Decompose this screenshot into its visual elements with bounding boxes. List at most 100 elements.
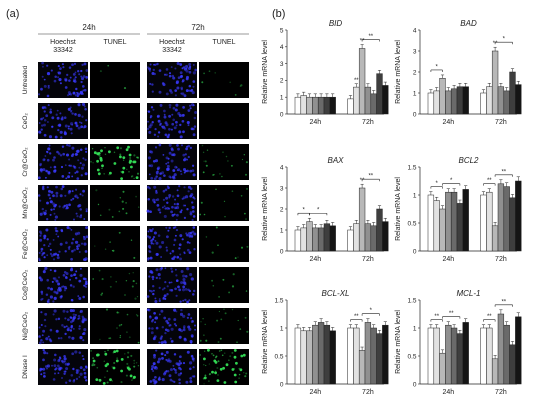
nucleus [185,195,189,199]
nucleus [176,194,180,198]
nucleus [154,63,157,67]
y-axis-label: Relative mRNA level [395,177,402,241]
nucleus [192,80,196,83]
significance-mark: * [436,64,439,70]
nucleus [177,285,180,289]
nucleus [182,285,186,289]
nucleus [60,285,64,289]
nucleus [175,310,178,313]
y-tick-label: 4 [280,44,284,51]
nucleus [171,257,174,260]
nucleus [183,186,186,189]
nucleus [166,359,170,363]
tunel-spot [128,158,131,161]
nucleus [44,176,47,179]
nucleus [56,253,60,257]
nucleus [85,235,89,239]
nucleus [184,283,187,286]
nucleus [49,252,52,255]
tunel-spot [99,214,102,217]
nucleus [66,328,70,332]
nucleus [74,314,77,316]
nucleus [45,228,49,232]
nucleus [40,292,44,295]
nucleus [53,269,57,273]
nucleus [167,317,171,321]
nucleus [70,267,73,270]
nucleus [78,376,81,378]
significance-mark: ** [487,314,492,320]
nucleus [191,320,194,323]
nucleus [191,169,195,172]
nucleus [53,165,57,169]
nucleus [39,168,43,172]
nucleus [40,373,43,376]
nucleus [167,161,170,164]
nucleus [84,285,88,289]
nucleus [77,126,81,130]
nucleus [192,71,196,75]
nucleus [173,367,175,370]
tunel-spot [218,310,221,313]
nucleus [162,83,166,87]
tunel-spot [223,352,226,355]
tunel-spot [213,173,215,176]
nucleus [185,89,189,93]
nucleus [186,208,189,211]
nucleus [56,116,60,120]
nucleus [71,319,75,322]
nucleus [46,278,49,282]
nucleus [70,154,74,158]
bar [450,191,458,252]
nucleus [57,71,60,74]
nucleus [46,150,49,153]
nucleus [189,377,193,380]
hoechst-micrograph [37,184,88,221]
nucleus [46,72,51,76]
tunel-spot [107,64,109,67]
nucleus [165,68,169,71]
tunel-spot [116,357,119,360]
nucleus [186,316,189,319]
nucleus [182,362,186,365]
nucleus [77,244,81,247]
hoechst-micrograph [38,102,88,139]
nucleus [181,238,184,241]
tunel-spot [222,151,224,153]
nucleus [40,290,44,294]
micrograph-background [90,267,140,303]
nucleus [72,72,76,76]
nucleus [57,317,61,321]
row-label: Ni@CeO₂ [22,311,29,340]
nucleus [153,335,157,338]
nucleus [162,198,166,202]
hoechst-micrograph [37,61,89,98]
nucleus [192,215,196,218]
tunel-spot [113,151,116,154]
nucleus [79,336,83,340]
tunel-spot [240,246,244,249]
tunel-spot [96,159,99,163]
tunel-spot [234,380,238,384]
tunel-spot [231,368,235,371]
nucleus [189,169,193,173]
y-tick-label: 4 [280,164,284,171]
nucleus [190,317,193,320]
tunel-spot [125,202,127,204]
nucleus [85,69,89,72]
bar [456,333,464,385]
bar [358,350,366,385]
nucleus [174,234,177,237]
nucleus [61,175,65,178]
nucleus [67,127,70,130]
nucleus [188,89,191,92]
nucleus [65,275,68,279]
nucleus [161,240,165,245]
nucleus [47,286,50,290]
nucleus [40,338,43,342]
bar [427,92,435,115]
tunel-spot [213,359,217,363]
nucleus [150,367,154,371]
bar [300,330,307,385]
